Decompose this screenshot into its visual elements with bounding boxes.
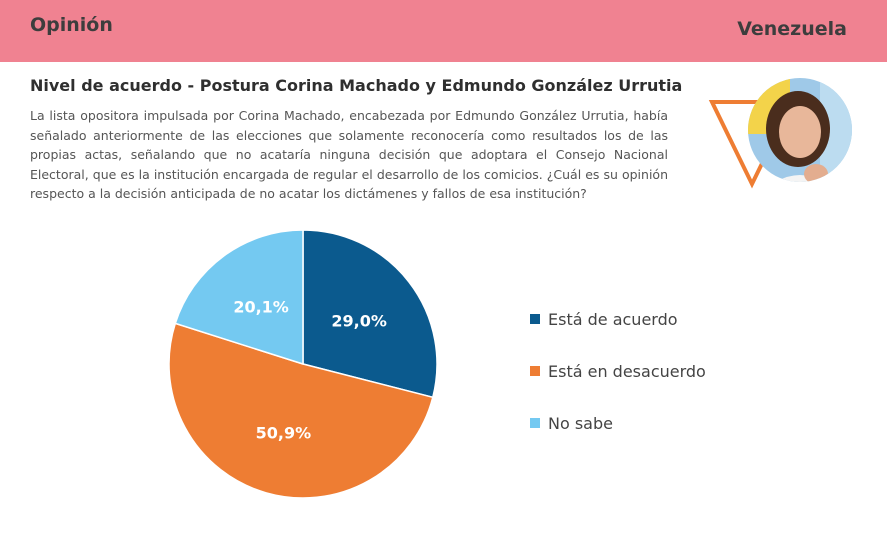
portrait-graphic <box>700 74 860 214</box>
section-label: Opinión <box>30 14 113 36</box>
legend-item-no-sabe: No sabe <box>530 412 706 434</box>
chart-title: Nivel de acuerdo - Postura Corina Machad… <box>30 76 683 95</box>
header-bar: Opinión Venezuela <box>0 0 887 62</box>
legend-label: Está de acuerdo <box>548 309 678 329</box>
legend: Está de acuerdo Está en desacuerdo No sa… <box>530 308 706 464</box>
legend-swatch <box>530 418 540 428</box>
legend-swatch <box>530 366 540 376</box>
data-label: 29,0% <box>331 311 387 330</box>
data-label: 20,1% <box>233 298 289 317</box>
country-label: Venezuela <box>737 18 847 40</box>
legend-swatch <box>530 314 540 324</box>
legend-item-de-acuerdo: Está de acuerdo <box>530 308 706 330</box>
data-label: 50,9% <box>256 423 312 442</box>
pie-slice-no-sabe <box>174 229 304 366</box>
pie-slice-en-desacuerdo <box>168 322 434 499</box>
legend-label: Está en desacuerdo <box>548 361 706 381</box>
legend-label: No sabe <box>548 413 613 433</box>
legend-item-en-desacuerdo: Está en desacuerdo <box>530 360 706 382</box>
pie-slice-de-acuerdo <box>302 229 438 399</box>
chart-description: La lista opositora impulsada por Corina … <box>30 108 668 201</box>
